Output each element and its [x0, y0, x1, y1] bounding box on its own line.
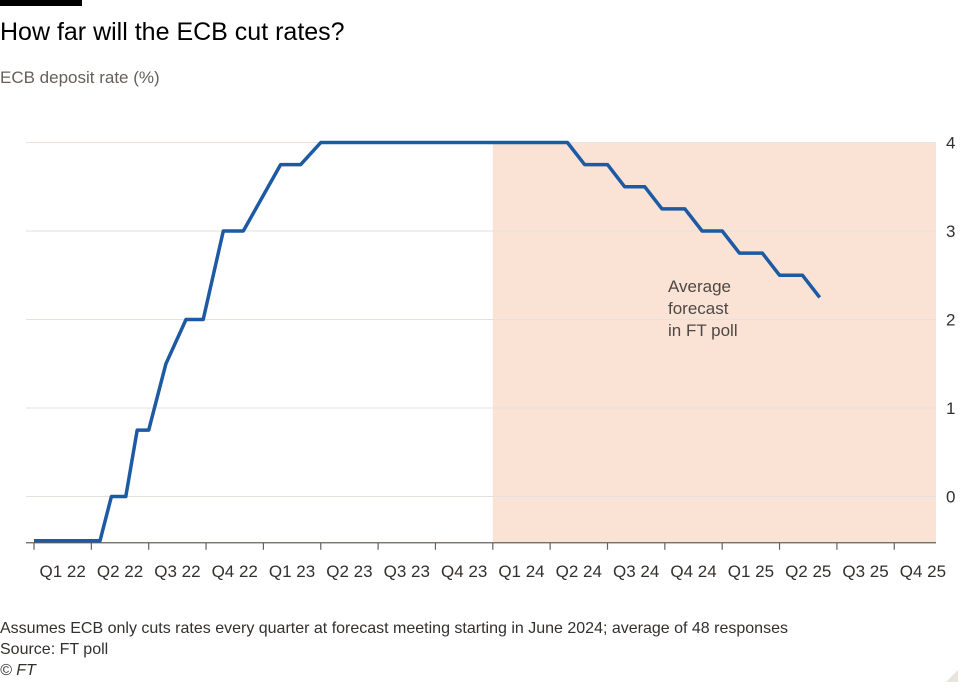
x-tick-labels: Q1 22 Q2 22 Q3 22 Q4 22 Q1 23 Q2 23 Q3 23 Q4 23…	[40, 562, 947, 581]
y-tick-label: 0	[946, 488, 955, 507]
copyright: © FT	[0, 662, 36, 679]
x-tick-label: Q3 25	[842, 562, 888, 581]
series-line	[34, 140, 822, 543]
chart-subtitle: ECB deposit rate (%)	[0, 68, 160, 87]
x-tick-label: Q2 23	[326, 562, 372, 581]
x-tick-label: Q4 24	[670, 562, 716, 581]
chart-footer: Assumes ECB only cuts rates every quarte…	[0, 618, 788, 681]
x-tick-label: Q4 23	[441, 562, 487, 581]
x-axis	[26, 542, 936, 550]
x-tick-label: Q1 24	[498, 562, 544, 581]
series-lines	[34, 140, 822, 543]
chart-title: How far will the ECB cut rates?	[0, 18, 345, 46]
x-tick-label: Q1 25	[728, 562, 774, 581]
source-note: Source: FT poll	[0, 641, 109, 658]
y-tick-label: 4	[946, 134, 955, 153]
annotation-line: forecast	[668, 299, 729, 318]
x-tick-label: Q3 24	[613, 562, 659, 581]
annotation-line: Average	[668, 277, 731, 296]
x-tick-label: Q4 22	[212, 562, 258, 581]
y-tick-label: 1	[946, 399, 955, 418]
y-tick-labels: 0 1 2 3 4	[946, 134, 955, 507]
x-tick-label: Q2 22	[97, 562, 143, 581]
x-tick-label: Q3 22	[154, 562, 200, 581]
brand-bar	[0, 0, 82, 6]
x-tick-label: Q4 25	[900, 562, 946, 581]
x-tick-label: Q2 25	[785, 562, 831, 581]
forecast-band-layer	[492, 142, 936, 543]
annotation-line: in FT poll	[668, 321, 738, 340]
footnote: Assumes ECB only cuts rates every quarte…	[0, 620, 788, 637]
forecast-band	[492, 142, 936, 543]
x-tick-label: Q1 22	[40, 562, 86, 581]
x-tick-label: Q1 23	[269, 562, 315, 581]
y-tick-label: 3	[946, 222, 955, 241]
x-tick-label: Q3 23	[384, 562, 430, 581]
annotation: Average forecast in FT poll	[668, 277, 738, 340]
y-tick-label: 2	[946, 311, 955, 330]
corner-mark	[946, 670, 958, 682]
x-tick-label: Q2 24	[556, 562, 602, 581]
line-chart: 0 1 2 3 4 Q1 22 Q2 22 Q3 22 Q4 22 Q1 23 Q2 23 Q3 2…	[26, 134, 955, 581]
